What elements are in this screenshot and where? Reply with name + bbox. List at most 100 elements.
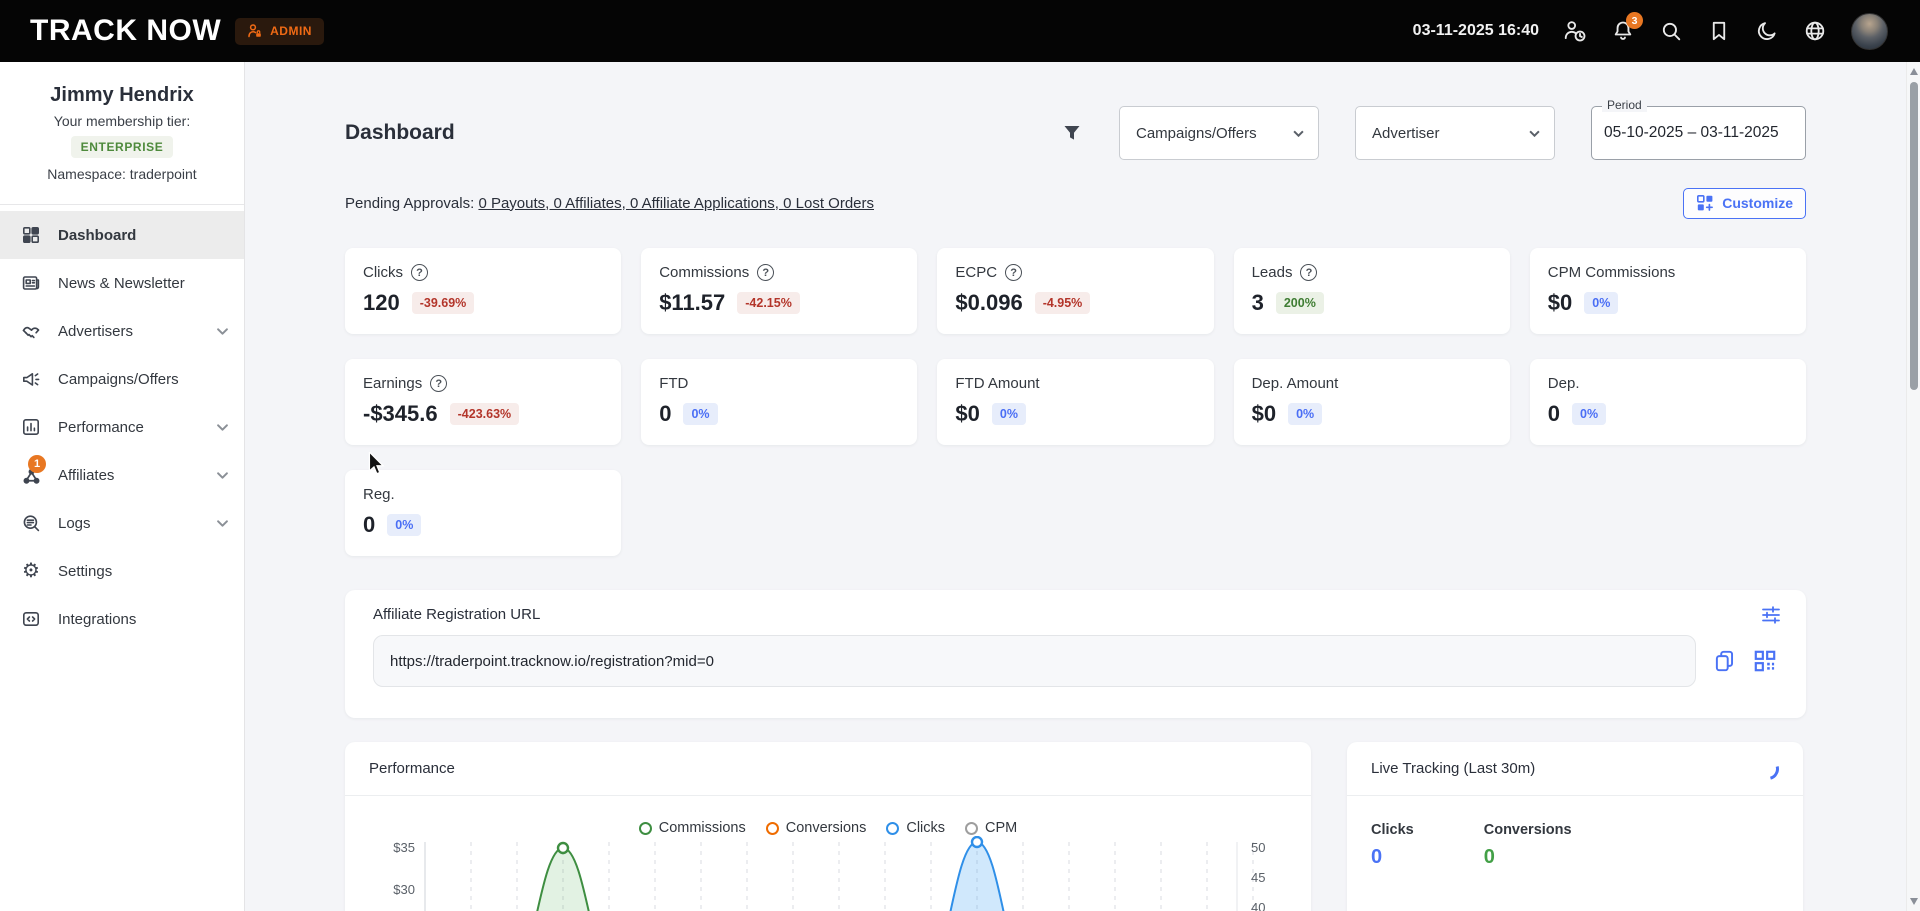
legend-conversions[interactable]: Conversions bbox=[766, 820, 867, 836]
stat-value: 0 bbox=[363, 512, 375, 538]
live-metric-conversions: Conversions 0 bbox=[1484, 822, 1572, 869]
sidebar-item-integrations[interactable]: Integrations bbox=[0, 595, 244, 643]
app-logo[interactable]: TRACK NOW bbox=[30, 14, 221, 48]
customize-button[interactable]: Customize bbox=[1683, 188, 1806, 219]
delta-badge: -4.95% bbox=[1035, 292, 1091, 314]
filter-funnel-icon[interactable] bbox=[1061, 122, 1083, 144]
performance-title: Performance bbox=[369, 760, 455, 777]
delta-badge: 0% bbox=[1584, 292, 1618, 314]
sidebar-item-label: Affiliates bbox=[58, 467, 114, 484]
pending-link-payouts[interactable]: 0 Payouts bbox=[478, 195, 553, 212]
help-icon[interactable] bbox=[430, 375, 447, 392]
sidebar-item-label: News & Newsletter bbox=[58, 275, 185, 292]
impersonate-user-clock-icon[interactable] bbox=[1563, 19, 1587, 43]
stat-value: $0 bbox=[955, 401, 979, 427]
stat-label: Dep. bbox=[1548, 375, 1580, 392]
stat-value: $0.096 bbox=[955, 290, 1022, 316]
scrollbar-thumb[interactable] bbox=[1910, 82, 1918, 390]
stat-value: $11.57 bbox=[659, 290, 725, 316]
stat-label: Earnings bbox=[363, 375, 422, 392]
sidebar-item-performance[interactable]: Performance bbox=[0, 403, 244, 451]
stat-label: Dep. Amount bbox=[1252, 375, 1339, 392]
stat-value: 120 bbox=[363, 290, 400, 316]
pending-link-affiliates[interactable]: 0 Affiliates bbox=[554, 195, 630, 212]
datetime: 03-11-2025 16:40 bbox=[1413, 22, 1539, 40]
clicks-peak-marker bbox=[972, 837, 982, 847]
stat-card-dep-amount: Dep. Amount $00% bbox=[1234, 359, 1510, 445]
notifications-bell-icon[interactable]: 3 bbox=[1611, 19, 1635, 43]
qr-code-icon[interactable] bbox=[1752, 648, 1778, 674]
avatar[interactable] bbox=[1851, 13, 1888, 50]
affiliates-network-icon: 1 bbox=[20, 464, 42, 486]
sidebar-item-label: Performance bbox=[58, 419, 144, 436]
registration-url-input[interactable] bbox=[373, 635, 1696, 687]
admin-badge: ADMIN bbox=[235, 18, 324, 45]
sidebar-item-advertisers[interactable]: Advertisers bbox=[0, 307, 244, 355]
stat-card-clicks: Clicks 120-39.69% bbox=[345, 248, 621, 334]
sidebar-item-label: Settings bbox=[58, 563, 112, 580]
help-icon[interactable] bbox=[757, 264, 774, 281]
stat-label: CPM Commissions bbox=[1548, 264, 1676, 281]
scrollbar-down-arrow[interactable] bbox=[1910, 898, 1918, 905]
help-icon[interactable] bbox=[1005, 264, 1022, 281]
stat-card-dep: Dep. 00% bbox=[1530, 359, 1806, 445]
tune-sliders-icon[interactable] bbox=[1760, 604, 1782, 631]
admin-badge-label: ADMIN bbox=[270, 24, 312, 38]
sidebar-item-settings[interactable]: ⚙ Settings bbox=[0, 547, 244, 595]
live-tracking-title: Live Tracking (Last 30m) bbox=[1371, 760, 1535, 777]
campaigns-offers-select-value: Campaigns/Offers bbox=[1136, 125, 1257, 142]
affiliate-registration-title: Affiliate Registration URL bbox=[373, 606, 1778, 623]
legend-commissions[interactable]: Commissions bbox=[639, 820, 746, 836]
legend-clicks[interactable]: Clicks bbox=[886, 820, 945, 836]
user-tier-caption: Your membership tier: bbox=[10, 113, 234, 129]
performance-panel: Performance Commissions Conversions Clic… bbox=[345, 742, 1311, 911]
copy-icon[interactable] bbox=[1712, 648, 1738, 674]
user-name: Jimmy Hendrix bbox=[10, 84, 234, 107]
customize-grid-icon bbox=[1696, 194, 1714, 212]
scrollbar-up-arrow[interactable] bbox=[1910, 68, 1918, 75]
chevron-down-icon bbox=[217, 466, 228, 484]
advertiser-select-value: Advertiser bbox=[1372, 125, 1440, 142]
stat-value: 0 bbox=[659, 401, 671, 427]
stat-value: $0 bbox=[1252, 401, 1276, 427]
dark-mode-moon-icon[interactable] bbox=[1755, 19, 1779, 43]
pending-approvals: Pending Approvals: 0 Payouts0 Affiliates… bbox=[345, 195, 874, 212]
bookmark-icon[interactable] bbox=[1707, 19, 1731, 43]
notifications-count-badge: 3 bbox=[1626, 12, 1643, 29]
sidebar-item-label: Dashboard bbox=[58, 227, 136, 244]
y-axis-right-tick: 50 bbox=[1251, 840, 1265, 855]
sidebar-item-campaigns-offers[interactable]: Campaigns/Offers bbox=[0, 355, 244, 403]
advertiser-select[interactable]: Advertiser bbox=[1355, 106, 1555, 160]
pending-link-lost-orders[interactable]: 0 Lost Orders bbox=[783, 195, 874, 212]
stat-card-ecpc: ECPC $0.096-4.95% bbox=[937, 248, 1213, 334]
live-metric-label: Conversions bbox=[1484, 822, 1572, 838]
legend-ring-grey bbox=[965, 822, 978, 835]
chart-legend: Commissions Conversions Clicks CPM bbox=[345, 820, 1311, 836]
help-icon[interactable] bbox=[1300, 264, 1317, 281]
live-tracking-panel: Live Tracking (Last 30m) Clicks 0 Conver… bbox=[1347, 742, 1803, 911]
sidebar-item-dashboard[interactable]: Dashboard bbox=[0, 211, 244, 259]
search-icon[interactable] bbox=[1659, 19, 1683, 43]
sidebar-item-logs[interactable]: Logs bbox=[0, 499, 244, 547]
sidebar-item-news-newsletter[interactable]: News & Newsletter bbox=[0, 259, 244, 307]
stat-label: FTD bbox=[659, 375, 688, 392]
language-globe-icon[interactable] bbox=[1803, 19, 1827, 43]
sidebar-item-affiliates[interactable]: 1 Affiliates bbox=[0, 451, 244, 499]
dashboard-grid-icon bbox=[20, 224, 42, 246]
stat-value: $0 bbox=[1548, 290, 1572, 316]
sidebar-item-label: Campaigns/Offers bbox=[58, 371, 179, 388]
commissions-peak-marker bbox=[558, 843, 568, 853]
help-icon[interactable] bbox=[411, 264, 428, 281]
stat-label: Reg. bbox=[363, 486, 395, 503]
pending-approvals-prefix: Pending Approvals: bbox=[345, 195, 474, 212]
pending-link-affiliate-applications[interactable]: 0 Affiliate Applications bbox=[630, 195, 783, 212]
delta-badge: -42.15% bbox=[737, 292, 800, 314]
newspaper-icon bbox=[20, 272, 42, 294]
page-scrollbar[interactable] bbox=[1906, 62, 1920, 911]
period-input[interactable]: Period 05-10-2025 – 03-11-2025 bbox=[1591, 106, 1806, 160]
megaphone-icon bbox=[20, 368, 42, 390]
stat-card-leads: Leads 3200% bbox=[1234, 248, 1510, 334]
live-metric-value: 0 bbox=[1484, 846, 1572, 869]
campaigns-offers-select[interactable]: Campaigns/Offers bbox=[1119, 106, 1319, 160]
legend-cpm[interactable]: CPM bbox=[965, 820, 1017, 836]
